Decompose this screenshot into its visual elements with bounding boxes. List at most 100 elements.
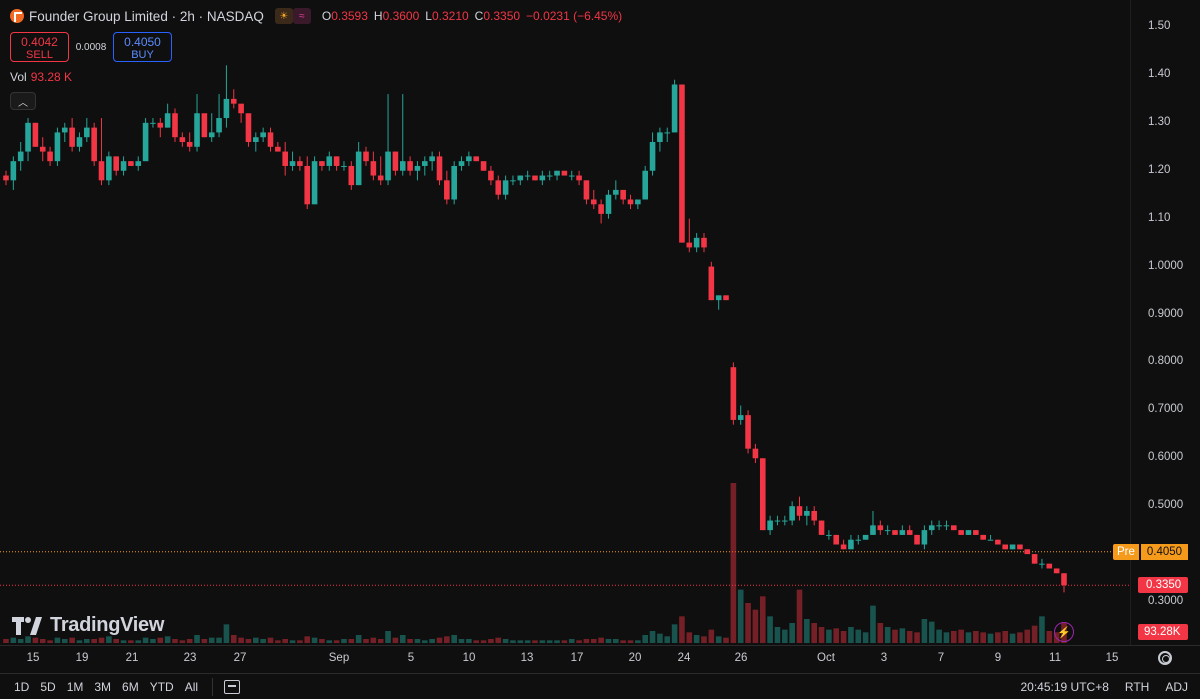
sun-icon[interactable]: ☀ bbox=[274, 8, 293, 24]
volume-bar bbox=[238, 637, 244, 643]
candle-body bbox=[826, 534, 832, 536]
candle-body bbox=[1031, 554, 1038, 564]
lightning-icon[interactable]: ⚡ bbox=[1054, 622, 1074, 642]
candle-body bbox=[436, 156, 443, 181]
candle-body bbox=[392, 151, 399, 171]
volume-bar bbox=[326, 640, 333, 643]
volume-bar bbox=[855, 629, 862, 643]
candle-body bbox=[649, 142, 656, 171]
volume-bar bbox=[414, 639, 421, 643]
volume-bar bbox=[399, 635, 406, 643]
volume-bar bbox=[796, 589, 803, 643]
chevron-up-icon: ︿ bbox=[18, 97, 28, 109]
period-5d[interactable]: 5D bbox=[40, 680, 56, 694]
period-6m[interactable]: 6M bbox=[122, 680, 139, 694]
volume-bar bbox=[686, 632, 693, 643]
volume-bar bbox=[17, 639, 24, 643]
time-tick-label: 7 bbox=[937, 652, 945, 664]
symbol-title[interactable]: Founder Group Limited · 2h · NASDAQ bbox=[29, 8, 264, 24]
session-toggle[interactable]: RTH bbox=[1124, 680, 1150, 694]
candle-body bbox=[385, 151, 391, 181]
clock-time[interactable]: 20:45:19 UTC+8 bbox=[1020, 680, 1109, 694]
price-tick-label: 0.7000 bbox=[1148, 403, 1184, 416]
period-1d[interactable]: 1D bbox=[14, 680, 30, 694]
volume-bar bbox=[436, 637, 443, 643]
time-axis[interactable] bbox=[0, 645, 1200, 673]
candle-body bbox=[708, 266, 715, 301]
time-tick-label: 27 bbox=[233, 652, 247, 664]
chart-plot-area[interactable] bbox=[0, 0, 1130, 645]
candle-body bbox=[91, 127, 97, 162]
candle-body bbox=[267, 132, 274, 147]
price-axis[interactable] bbox=[1130, 0, 1200, 645]
premarket-price-tag: Pre 0.4050 bbox=[1113, 544, 1188, 560]
candle-body bbox=[715, 295, 722, 301]
volume-bar bbox=[723, 637, 729, 643]
candle-body bbox=[554, 170, 560, 176]
candle-body bbox=[936, 525, 942, 527]
sell-price: 0.4042 bbox=[21, 35, 58, 49]
volume-bar bbox=[297, 640, 303, 643]
candle-body bbox=[275, 146, 281, 152]
volume-bar bbox=[782, 629, 788, 643]
volume-bar bbox=[701, 636, 707, 643]
time-tick-label: 5 bbox=[407, 652, 415, 664]
volume-bar bbox=[524, 640, 531, 643]
candle-body bbox=[54, 132, 61, 162]
symbol-logo-icon bbox=[10, 9, 24, 23]
volume-bar bbox=[1002, 631, 1009, 643]
candle-body bbox=[282, 151, 288, 166]
symbol-legend[interactable]: Founder Group Limited · 2h · NASDAQ ☀ ≈ … bbox=[10, 8, 622, 24]
candle-body bbox=[150, 122, 156, 124]
candle-body bbox=[39, 146, 46, 152]
candle-body bbox=[590, 199, 597, 205]
wave-icon[interactable]: ≈ bbox=[292, 8, 311, 24]
candle-body bbox=[69, 127, 75, 147]
volume-bar bbox=[510, 640, 516, 643]
sell-button[interactable]: 0.4042 SELL bbox=[10, 32, 69, 62]
volume-bar bbox=[451, 635, 457, 643]
buy-button[interactable]: 0.4050 BUY bbox=[113, 32, 172, 62]
volume-bar bbox=[730, 483, 737, 643]
volume-bar bbox=[1009, 633, 1016, 643]
period-1m[interactable]: 1M bbox=[66, 680, 84, 694]
period-all[interactable]: All bbox=[184, 680, 199, 694]
volume-bar bbox=[429, 639, 435, 643]
candle-body bbox=[686, 242, 693, 248]
period-3m[interactable]: 3M bbox=[94, 680, 112, 694]
candle-body bbox=[98, 161, 105, 181]
candle-body bbox=[723, 295, 729, 301]
candle-body bbox=[642, 170, 649, 200]
candle-body bbox=[561, 170, 568, 176]
volume-bar bbox=[914, 632, 920, 643]
candle-body bbox=[113, 156, 120, 171]
candle-body bbox=[488, 170, 494, 181]
candle-body bbox=[906, 530, 913, 535]
candle-body bbox=[1024, 549, 1031, 555]
volume-bar bbox=[664, 636, 671, 643]
candle-body bbox=[128, 161, 134, 166]
volume-bar bbox=[892, 629, 898, 643]
candle-body bbox=[701, 237, 707, 248]
volume-bar bbox=[767, 616, 773, 643]
volume-bar bbox=[906, 631, 913, 643]
tradingview-logo[interactable]: TradingView bbox=[12, 614, 164, 637]
time-tick-label: 21 bbox=[125, 652, 139, 664]
price-tick-label: 1.20 bbox=[1148, 163, 1171, 176]
volume-bar bbox=[216, 637, 222, 643]
period-ytd[interactable]: YTD bbox=[149, 680, 174, 694]
candle-body bbox=[752, 448, 759, 459]
candlestick-chart[interactable] bbox=[0, 0, 1130, 645]
candle-body bbox=[47, 151, 53, 162]
volume-bar bbox=[840, 631, 847, 643]
settings-gear-icon[interactable] bbox=[1158, 651, 1172, 665]
candle-body bbox=[297, 161, 303, 166]
volume-legend[interactable]: Vol 93.28 K bbox=[10, 70, 72, 84]
collapse-legend-button[interactable]: ︿ bbox=[10, 92, 36, 110]
date-range-icon[interactable] bbox=[224, 680, 240, 694]
premarket-value: 0.4050 bbox=[1140, 544, 1188, 560]
time-tick-label: 19 bbox=[75, 652, 89, 664]
adjust-toggle[interactable]: ADJ bbox=[1165, 680, 1188, 694]
candle-body bbox=[745, 415, 751, 449]
price-tick-label: 1.40 bbox=[1148, 67, 1171, 80]
